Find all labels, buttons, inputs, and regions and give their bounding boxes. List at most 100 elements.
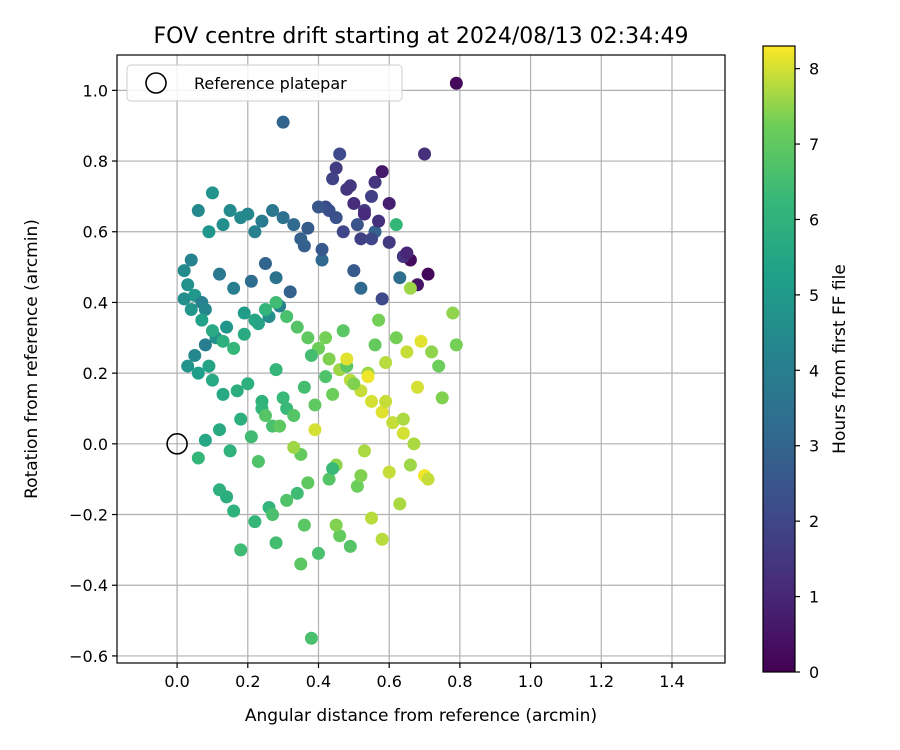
data-point <box>400 345 414 359</box>
data-point <box>382 465 396 479</box>
data-point <box>319 370 333 384</box>
data-point <box>322 472 336 486</box>
data-point <box>333 529 347 543</box>
data-point <box>205 373 219 387</box>
data-point <box>403 458 417 472</box>
data-point <box>421 267 435 281</box>
data-point <box>354 232 368 246</box>
data-point <box>343 539 357 553</box>
data-point <box>375 532 389 546</box>
data-point <box>276 115 290 129</box>
data-point <box>425 345 439 359</box>
data-point <box>375 165 389 179</box>
colorbar-tick-label: 1 <box>809 588 819 607</box>
x-tick-label: 1.0 <box>518 672 543 691</box>
data-point <box>248 225 262 239</box>
data-point <box>213 423 227 437</box>
data-point <box>177 292 191 306</box>
colorbar: 0 1 2 3 4 5 6 7 8 Hours from first FF file <box>762 45 850 682</box>
x-tick-label: 1.4 <box>659 672 684 691</box>
data-point <box>315 242 329 256</box>
data-point <box>301 221 315 235</box>
data-point <box>237 327 251 341</box>
data-point <box>177 264 191 278</box>
data-point <box>213 483 227 497</box>
data-point <box>449 338 463 352</box>
x-axis-ticks: 0.0 0.2 0.4 0.6 0.8 1.0 1.2 1.4 <box>164 663 685 691</box>
data-point <box>347 264 361 278</box>
data-point <box>350 479 364 493</box>
colorbar-label: Hours from first FF file <box>830 264 850 454</box>
data-point <box>350 218 364 232</box>
data-point <box>357 207 371 221</box>
data-point <box>354 281 368 295</box>
data-point <box>329 518 343 532</box>
data-point <box>396 426 410 440</box>
data-point <box>304 348 318 362</box>
data-point <box>301 476 315 490</box>
y-axis-label: Rotation from reference (arcmin) <box>22 219 42 499</box>
data-point <box>280 493 294 507</box>
legend: Reference platepar <box>126 64 403 102</box>
data-point <box>435 391 449 405</box>
x-axis-label: Angular distance from reference (arcmin) <box>245 706 597 726</box>
y-tick-label: 1.0 <box>83 81 108 100</box>
data-point <box>389 331 403 345</box>
colorbar-ticks: 0 1 2 3 4 5 6 7 8 <box>795 60 819 682</box>
y-tick-label: 0.2 <box>83 364 108 383</box>
data-point <box>304 631 318 645</box>
data-point <box>198 338 212 352</box>
data-point <box>368 175 382 189</box>
data-point <box>195 313 209 327</box>
data-point <box>181 278 195 292</box>
data-point <box>230 384 244 398</box>
data-point <box>333 147 347 161</box>
x-tick-label: 0.2 <box>235 672 260 691</box>
data-point <box>322 352 336 366</box>
y-tick-label: −0.6 <box>69 647 108 666</box>
data-point <box>449 76 463 90</box>
plot-frame <box>116 54 726 664</box>
data-point <box>244 430 258 444</box>
colorbar-tick-label: 4 <box>809 361 819 380</box>
data-point <box>223 204 237 218</box>
y-tick-label: −0.2 <box>69 506 108 525</box>
data-point <box>410 380 424 394</box>
data-point <box>372 313 386 327</box>
data-point <box>198 303 212 317</box>
y-tick-label: −0.4 <box>69 576 108 595</box>
data-point <box>375 292 389 306</box>
data-point <box>297 380 311 394</box>
data-point <box>283 285 297 299</box>
data-point <box>188 348 202 362</box>
colorbar-gradient <box>762 45 796 673</box>
data-point <box>393 497 407 511</box>
data-point <box>227 504 241 518</box>
legend-box <box>126 64 403 102</box>
colorbar-tick-label: 6 <box>809 210 819 229</box>
data-point <box>297 518 311 532</box>
data-point <box>191 451 205 465</box>
data-point <box>386 416 400 430</box>
data-point <box>269 271 283 285</box>
data-point <box>418 147 432 161</box>
reference-point-marker <box>166 433 188 455</box>
data-point <box>407 437 421 451</box>
data-point <box>220 320 234 334</box>
data-point <box>227 341 241 355</box>
data-point <box>213 267 227 281</box>
data-point <box>248 313 262 327</box>
colorbar-tick-label: 0 <box>809 663 819 682</box>
data-point <box>223 444 237 458</box>
data-point <box>269 536 283 550</box>
x-tick-label: 0.4 <box>306 672 331 691</box>
chart-title: FOV centre drift starting at 2024/08/13 … <box>154 24 689 49</box>
colorbar-tick-label: 8 <box>809 60 819 79</box>
data-point <box>361 370 375 384</box>
data-point <box>414 334 428 348</box>
data-point <box>280 310 294 324</box>
data-point <box>191 366 205 380</box>
data-point <box>396 412 410 426</box>
colorbar-tick-label: 3 <box>809 437 819 456</box>
